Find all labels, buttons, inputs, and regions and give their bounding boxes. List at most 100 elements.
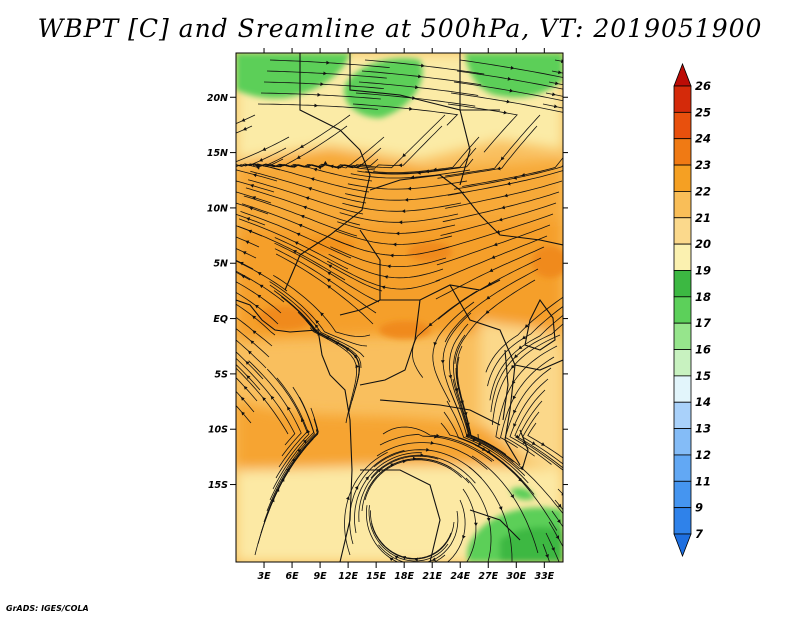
lat-tick-label: 10S	[208, 425, 228, 436]
border-south-1	[379, 399, 501, 426]
streamline-arrows	[239, 59, 563, 562]
border-north-1	[349, 53, 471, 186]
warm-core-north	[305, 237, 355, 253]
streamline-arrow	[240, 396, 245, 401]
streamline-arrow	[310, 177, 315, 182]
streamline-arrow	[280, 477, 285, 482]
streamline-arrow	[496, 166, 501, 171]
colorbar-max-triangle	[673, 62, 692, 87]
streamline-arrow	[392, 242, 397, 247]
lon-tick-label: 15E	[366, 571, 386, 582]
streamline-arrow	[460, 400, 464, 405]
streamline-arrow	[242, 251, 247, 255]
streamline-arrow	[503, 110, 508, 115]
streamline-arrow	[522, 335, 526, 340]
streamline-arrow	[507, 76, 512, 81]
colorbar-label: 22	[695, 184, 711, 198]
field-south-orange	[236, 400, 520, 470]
streamline-arrow	[308, 187, 312, 191]
lon-tick-label: 21E	[422, 571, 442, 582]
streamline-arrow	[365, 476, 369, 481]
streamline-arrow	[296, 155, 301, 159]
colorbar-label: 7	[695, 527, 703, 541]
colorbar-label: 23	[695, 158, 711, 172]
lat-tick-label: EQ	[213, 314, 228, 325]
colorbar-min-triangle	[673, 533, 692, 558]
colorbar-label: 15	[695, 369, 711, 383]
streamline-arrow	[506, 181, 511, 186]
lat-tick-label: 5N	[213, 259, 228, 270]
longitude-axis: 3E 6E 9E 12E 15E 18E 21E 24E 27E 30E 33E	[257, 48, 555, 582]
colorbar-swatch	[673, 428, 692, 456]
border-north-2	[459, 53, 500, 111]
map-title: WBPT [C] and Sreamline at 500hPa, VT: 20…	[37, 14, 763, 43]
streamline-arrow	[291, 458, 296, 463]
streamline-arrow	[317, 92, 321, 97]
lon-tick-label: 12E	[338, 571, 358, 582]
colorbar-label: 13	[695, 422, 711, 436]
streamline-arrow	[328, 264, 333, 269]
country-borders	[236, 53, 563, 562]
lon-tick-label: 30E	[506, 571, 526, 582]
lat-tick-label: 5S	[215, 369, 229, 380]
streamline-arrow	[434, 434, 438, 439]
streamline-arrow	[259, 158, 263, 162]
colorbar-swatch	[673, 454, 692, 482]
streamline-arrow	[428, 322, 433, 327]
streamline-arrow	[327, 285, 332, 289]
streamline-arrow	[257, 294, 262, 299]
streamline-arrow	[486, 449, 491, 454]
streamline-arrow	[256, 166, 260, 170]
streamline-arrow	[313, 167, 318, 172]
streamline-arrow	[314, 324, 319, 329]
streamline-arrow	[498, 217, 503, 222]
streamline-arrow	[320, 82, 324, 86]
lat-tick-label: 20N	[207, 93, 228, 104]
streamline-arrow	[555, 81, 559, 86]
streamline-arrow	[254, 304, 259, 309]
streamline-arrow	[474, 522, 478, 527]
lat-tick-label: 15N	[207, 148, 228, 159]
streamline-arrow	[491, 255, 496, 259]
streamline-arrow	[317, 165, 322, 170]
lat-tick-label: 15S	[208, 480, 228, 491]
colorbar-label: 11	[695, 474, 711, 488]
streamline-arrow	[462, 535, 466, 539]
colorbar-label: 25	[695, 105, 711, 119]
streamline-arrow	[436, 433, 440, 438]
lon-tick-label: 24E	[450, 571, 470, 582]
streamline-arrow	[384, 275, 388, 279]
streamline-arrow	[501, 205, 506, 210]
streamline-arrow	[355, 364, 359, 369]
latitude-axis: 20N 15N 10N 5N EQ 5S 10S 15S	[207, 93, 568, 491]
streamline-arrow	[485, 310, 490, 314]
streamline-arrow	[241, 118, 246, 122]
streamline-arrow	[545, 554, 549, 559]
streamline-arrow	[504, 193, 508, 198]
colorbar-swatch	[673, 507, 692, 535]
streamline-arrow	[387, 264, 391, 269]
streamline-arrow	[524, 324, 529, 328]
streamline-arrow	[314, 103, 318, 108]
west-coastline	[236, 299, 353, 562]
streamline-arrow	[415, 85, 419, 90]
border-west-1	[284, 53, 371, 291]
streamline-arrow	[486, 295, 491, 300]
streamline-arrow	[248, 229, 253, 234]
streamline-arrow	[511, 364, 515, 369]
colorbar-label: 26	[695, 79, 711, 93]
streamline-arrow	[250, 184, 254, 188]
map-frame	[235, 52, 564, 563]
streamline-arrow	[305, 196, 310, 201]
streamline-arrow	[417, 170, 421, 175]
streamline-arrow	[425, 447, 430, 452]
streamline-arrow	[326, 60, 330, 65]
colorbar-swatch	[673, 349, 692, 377]
streamline-arrow	[246, 217, 251, 221]
streamline-arrow	[509, 88, 514, 93]
streamline-arrow	[518, 477, 522, 482]
colorbar-swatch	[673, 375, 692, 403]
streamline-arrow	[398, 163, 402, 168]
streamline-arrow	[420, 453, 424, 457]
streamline-arrow	[513, 409, 517, 414]
